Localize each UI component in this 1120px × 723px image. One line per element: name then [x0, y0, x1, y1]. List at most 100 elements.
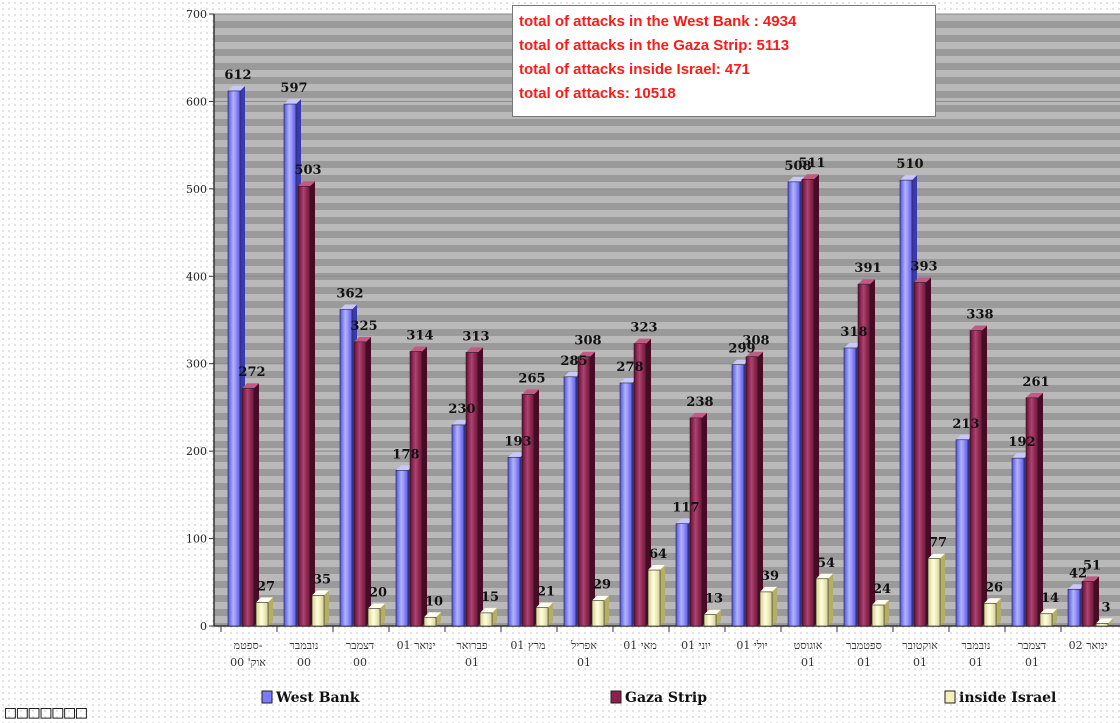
bar-side: [268, 597, 273, 626]
bar-top: [634, 338, 651, 344]
data-label: 77: [929, 536, 947, 551]
data-label: 26: [985, 580, 1003, 595]
bar-top: [452, 419, 469, 425]
bar-side: [828, 573, 833, 626]
bar-gaza-strip: [633, 343, 647, 627]
category-label: 01: [801, 656, 815, 669]
total-attacks-text: total of attacks: 10518: [519, 85, 676, 102]
bar-west-bank: [395, 470, 409, 627]
bar-top: [508, 452, 525, 458]
bar-side: [982, 325, 987, 626]
bar-top: [816, 573, 833, 579]
data-label: 29: [593, 578, 611, 593]
bar-west-bank: [955, 439, 969, 627]
data-label: 15: [481, 590, 499, 605]
data-label: 39: [761, 569, 779, 584]
bar-west-bank: [675, 523, 689, 627]
bar-inside-israel: [311, 595, 325, 627]
bar-top: [914, 277, 931, 283]
bar-west-bank: [451, 424, 465, 627]
data-label: 511: [798, 156, 825, 171]
bar-inside-israel: [535, 607, 549, 627]
category-label: פברואר: [456, 639, 488, 652]
category-label: 00: [353, 656, 367, 669]
total-inside-israel-text: total of attacks inside Israel: 471: [519, 61, 750, 78]
category-label: 01: [913, 656, 927, 669]
bar-gaza-strip: [913, 282, 927, 627]
bar-side: [884, 600, 889, 626]
data-label: 27: [257, 579, 275, 594]
bar-gaza-strip: [689, 417, 703, 627]
bar-inside-israel: [367, 608, 381, 627]
data-label: 323: [630, 321, 657, 336]
bar-side: [646, 338, 651, 626]
category-label: אפריל: [570, 639, 597, 652]
category-label: דצמבר: [346, 639, 374, 652]
legend-swatch: [261, 690, 273, 704]
bar-side: [492, 607, 497, 626]
bar-inside-israel: [255, 602, 269, 627]
data-label: 313: [462, 329, 489, 344]
bar-inside-israel: [423, 616, 437, 627]
legend-swatch: [944, 690, 956, 704]
legend: West Bank Gaza Strip inside Israel: [261, 690, 1056, 706]
data-label: 285: [560, 354, 587, 369]
data-label: 51: [1083, 558, 1101, 573]
bar-inside-israel: [703, 614, 717, 627]
category-labels: ספטמ- אוק' 00 נובמבר 00 דצמבר 00 ינואר 01 פברוא…: [230, 639, 1107, 669]
bar-gaza-strip: [1025, 397, 1039, 627]
bar-inside-israel: [983, 602, 997, 627]
bar-side: [366, 336, 371, 626]
total-west-bank-text: total of attacks in the West Bank : 4934: [519, 13, 797, 30]
bar-top: [760, 586, 777, 592]
data-label: 14: [1041, 591, 1059, 606]
bar-side: [254, 383, 259, 626]
data-label: 325: [350, 319, 377, 334]
data-label: 338: [966, 307, 993, 322]
bar-inside-israel: [871, 604, 885, 627]
bar-gaza-strip: [857, 283, 871, 627]
bar-top: [676, 518, 693, 524]
data-label: 193: [504, 434, 531, 449]
data-label: 362: [336, 287, 363, 302]
bar-top: [298, 181, 315, 187]
bar-top: [354, 336, 371, 342]
legend-label: inside Israel: [959, 690, 1056, 706]
category-label: יולי 01: [736, 639, 767, 652]
data-label: 278: [616, 360, 643, 375]
bar-top: [564, 371, 581, 377]
bar-top: [424, 612, 441, 618]
data-label: 192: [1008, 435, 1035, 450]
category-label: 01: [577, 656, 591, 669]
total-gaza-strip-text: total of attacks in the Gaza Strip: 5113: [519, 37, 790, 54]
bar-top: [1068, 584, 1085, 590]
category-label: ינואר 01: [397, 639, 436, 652]
axes: 0 100 200 300 400 500 600 700: [186, 8, 1120, 633]
data-label: 503: [294, 163, 321, 178]
bar-inside-israel: [479, 612, 493, 627]
bar-side: [548, 602, 553, 626]
data-label: 213: [952, 417, 979, 432]
bar-gaza-strip: [409, 351, 423, 627]
data-label: 24: [873, 582, 891, 597]
data-label: 508: [784, 159, 811, 174]
bar-gaza-strip: [465, 352, 479, 627]
data-label: 54: [817, 556, 835, 571]
bar-top: [648, 565, 665, 571]
data-label: 21: [537, 585, 555, 600]
data-label: 238: [686, 395, 713, 410]
bar-inside-israel: [591, 600, 605, 627]
bar-west-bank: [899, 179, 913, 627]
bar-top: [368, 603, 385, 609]
bar-west-bank: [507, 456, 521, 627]
bar-top: [900, 175, 917, 181]
bar-top: [480, 607, 497, 613]
bar-side: [940, 553, 945, 626]
bar-top: [872, 600, 889, 606]
data-label: 308: [574, 334, 601, 349]
bar-gaza-strip: [577, 356, 591, 627]
data-labels: 6122722759750335362325201783141023031315…: [224, 68, 1110, 615]
bar-inside-israel: [1095, 623, 1109, 627]
data-label: 308: [742, 334, 769, 349]
data-label: 265: [518, 371, 545, 386]
